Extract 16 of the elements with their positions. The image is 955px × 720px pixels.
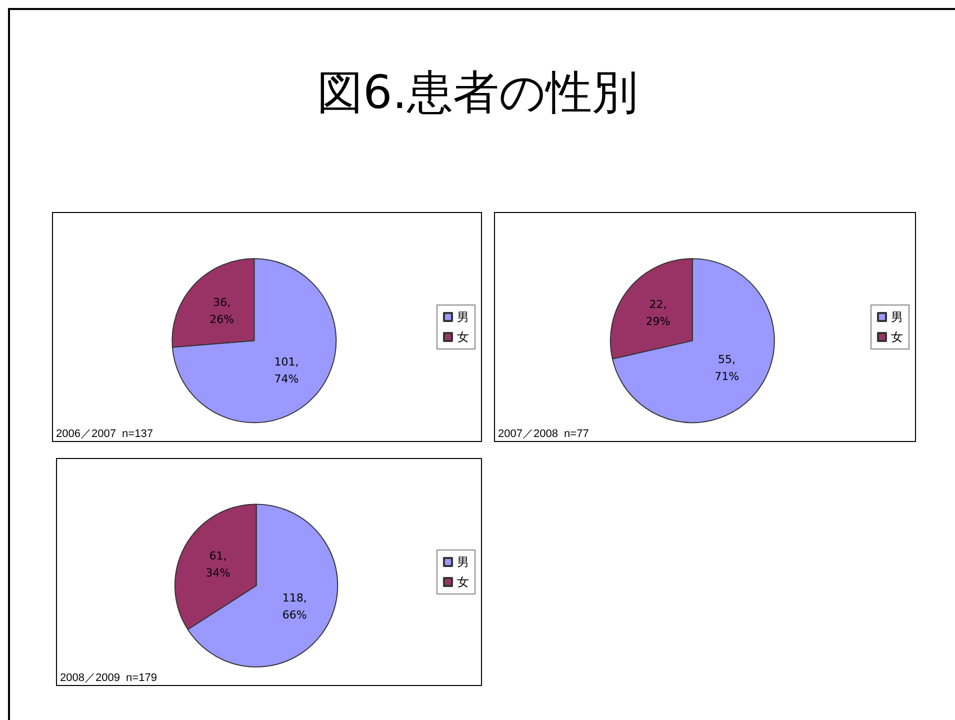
data-label: 55, 71% [714, 353, 740, 384]
data-label: 118, 66% [282, 592, 307, 622]
legend-label: 男 [457, 310, 469, 324]
legend-label: 男 [457, 555, 469, 569]
legend-label: 女 [891, 330, 903, 344]
legend-label: 男 [891, 310, 903, 324]
data-label: 36, 26% [210, 296, 234, 326]
text: 2006／2007 n=137 [56, 427, 153, 441]
chart-title: 図6.患者の性別 [316, 64, 639, 121]
text: 2007／2008 n=77 [498, 427, 589, 441]
legend-label: 女 [457, 575, 469, 589]
data-label: 61, 34% [206, 550, 230, 580]
data-label: 22, 29% [646, 298, 670, 328]
text: 2008／2009 n=179 [60, 671, 157, 685]
legend-label: 女 [457, 330, 469, 344]
data-label: 101, 74% [274, 356, 299, 386]
